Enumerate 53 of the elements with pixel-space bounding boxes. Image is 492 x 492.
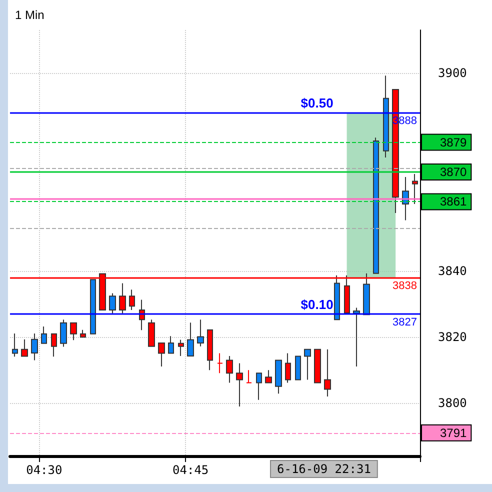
candlestick xyxy=(148,319,155,347)
x-tick-label: 04:30 xyxy=(26,463,62,477)
candlestick xyxy=(12,332,18,358)
candlestick xyxy=(265,370,272,384)
candlestick xyxy=(373,137,379,274)
candlestick xyxy=(158,342,165,368)
text: 6-16-09 22:31 xyxy=(277,462,371,476)
candlestick xyxy=(90,279,96,334)
y-tick-label: 3900 xyxy=(438,66,467,80)
chart-title: 1 Min xyxy=(15,8,44,22)
ref-line-label: 3879 xyxy=(440,135,468,150)
candlestick xyxy=(80,329,86,338)
candlestick xyxy=(168,336,174,354)
candlestick xyxy=(324,348,331,398)
candlestick xyxy=(226,355,233,384)
candlestick xyxy=(51,333,57,358)
annotation: $0.10 xyxy=(300,297,334,312)
ref-line-label: 3861 xyxy=(440,194,468,209)
candlestick xyxy=(207,329,213,371)
candlestick xyxy=(129,289,135,311)
candlestick xyxy=(197,319,204,347)
candlestick xyxy=(217,352,223,374)
ref-line-label: 3870 xyxy=(440,165,468,179)
candlestick xyxy=(314,348,321,384)
ref-line-label: 3827 xyxy=(392,316,417,328)
candlestick xyxy=(334,274,340,320)
candlestick xyxy=(412,173,418,205)
candlestick xyxy=(21,338,28,357)
ref-line-label: 3791 xyxy=(440,426,468,440)
candlestick xyxy=(363,272,370,316)
candlestick xyxy=(70,322,77,341)
candlestick xyxy=(246,370,252,384)
candlestick xyxy=(304,348,311,380)
annotation: $0.50 xyxy=(300,96,334,111)
candlestick xyxy=(256,372,262,400)
candlestick xyxy=(353,307,360,368)
candlestick xyxy=(275,360,282,394)
candlestick xyxy=(119,282,126,314)
candlestick xyxy=(31,332,38,361)
candlestick xyxy=(285,352,291,384)
candlestick xyxy=(41,326,47,344)
candlestick xyxy=(60,319,67,348)
candlestick xyxy=(295,356,301,380)
candlestick xyxy=(109,292,116,314)
candlestick xyxy=(187,322,194,356)
x-tick-label: 04:45 xyxy=(172,463,209,477)
candlestick xyxy=(383,75,389,158)
y-tick-label: 3820 xyxy=(438,330,467,344)
ref-line-label: 3838 xyxy=(392,280,417,292)
y-tick-label: 3800 xyxy=(438,396,467,410)
y-tick-label: 3840 xyxy=(438,264,467,278)
candlestick xyxy=(236,362,243,407)
candlestick xyxy=(178,339,184,356)
